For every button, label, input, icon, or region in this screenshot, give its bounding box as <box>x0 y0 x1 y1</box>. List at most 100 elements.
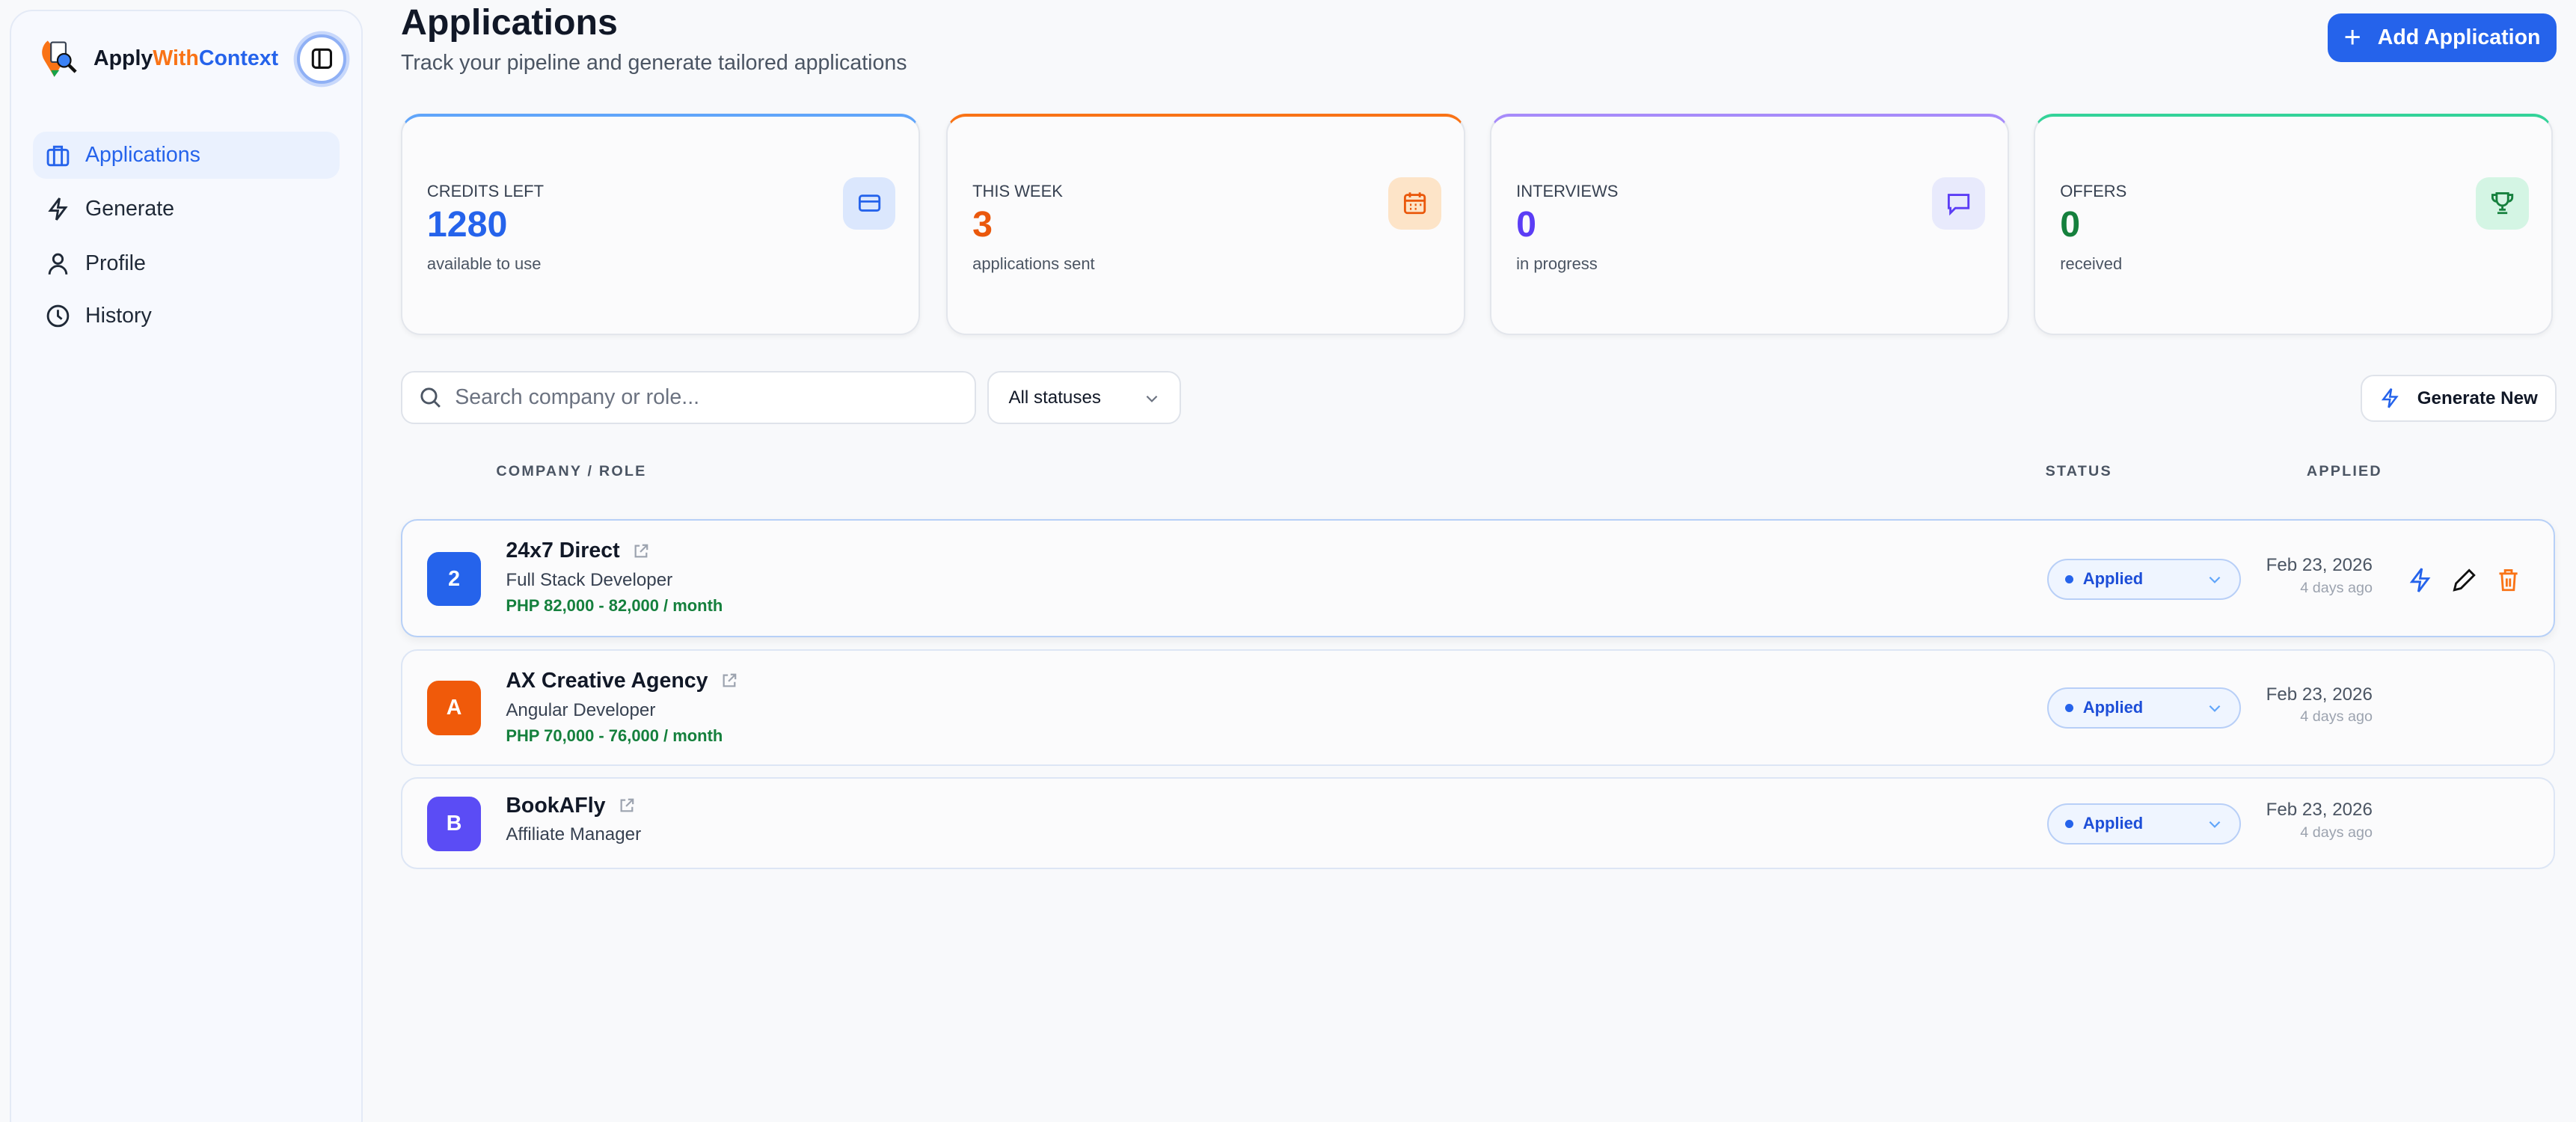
chevron-down-icon <box>2209 577 2221 583</box>
status-dot <box>2064 819 2073 828</box>
company-name[interactable]: 24x7 Direct <box>506 539 649 563</box>
avatar: A <box>426 681 482 735</box>
avatar: B <box>426 797 482 851</box>
table-row[interactable]: A AX Creative Agency Angular Developer P… <box>400 649 2555 766</box>
stat-card-offers: Offers 0 received <box>2034 113 2554 336</box>
status-filter-select[interactable]: All statuses <box>987 371 1182 424</box>
table-row[interactable]: 2 24x7 Direct Full Stack Developer PHP 8… <box>400 519 2555 638</box>
status-select[interactable]: Applied <box>2046 803 2241 844</box>
stat-card-this-week: This Week 3 applications sent <box>946 113 1466 336</box>
status-value: Applied <box>2082 814 2144 833</box>
status-select[interactable]: Applied <box>2046 687 2241 729</box>
bolt-icon <box>2382 388 2399 408</box>
search-icon <box>420 387 441 408</box>
stat-label: Credits Left <box>426 182 545 201</box>
sidebar-item-label: Applications <box>85 142 200 167</box>
trash-icon[interactable] <box>2495 567 2521 593</box>
sidebar-item-label: History <box>85 304 152 328</box>
brand-name: ApplyWithContext <box>93 46 278 71</box>
date-relative: 4 days ago <box>2300 708 2373 726</box>
role: Angular Developer <box>506 699 656 720</box>
sidebar-item-label: Generate <box>85 197 175 221</box>
applied-date: Feb 23, 2026 4 days ago <box>2266 800 2373 841</box>
date-value: Feb 23, 2026 <box>2266 555 2373 576</box>
logo-icon <box>41 40 77 78</box>
page-subtitle: Track your pipeline and generate tailore… <box>400 51 907 76</box>
chevron-down-icon <box>1146 395 1158 402</box>
stat-sub: available to use <box>426 254 542 274</box>
salary: PHP 70,000 - 76,000 / month <box>506 726 723 745</box>
sidebar-panel-icon <box>311 49 332 70</box>
brand-part: Context <box>198 46 279 71</box>
column-header-status: STATUS <box>2045 463 2112 480</box>
sidebar-toggle-button[interactable] <box>297 34 347 84</box>
status-value: Applied <box>2082 569 2144 589</box>
chevron-down-icon <box>2209 821 2221 829</box>
stat-value: 0 <box>2060 203 2081 245</box>
status-dot <box>2064 703 2073 712</box>
add-application-button[interactable]: + Add Application <box>2328 13 2557 63</box>
bolt-icon <box>48 197 68 221</box>
stat-sub: applications sent <box>972 254 1095 274</box>
search-field[interactable] <box>400 371 976 424</box>
credit-card-icon <box>843 177 896 230</box>
logo[interactable]: ApplyWithContext <box>41 37 278 80</box>
company-label: 24x7 Direct <box>506 539 620 563</box>
stat-sub: in progress <box>1516 254 1598 274</box>
stat-card-credits-left: Credits Left 1280 available to use <box>400 113 921 336</box>
row-actions <box>2407 567 2522 593</box>
brand-part: Apply <box>93 46 153 71</box>
salary: PHP 82,000 - 82,000 / month <box>506 596 723 616</box>
stat-sub: received <box>2060 254 2123 274</box>
status-value: Applied <box>2082 698 2144 717</box>
briefcase-icon <box>46 145 70 167</box>
role: Full Stack Developer <box>506 569 673 590</box>
table-row[interactable]: B BookAFly Affiliate Manager Applied Feb… <box>400 776 2555 869</box>
sidebar-item-generate[interactable]: Generate <box>33 186 340 233</box>
applied-date: Feb 23, 2026 4 days ago <box>2266 684 2373 726</box>
stat-label: This Week <box>972 182 1063 201</box>
company-name[interactable]: AX Creative Agency <box>506 669 737 693</box>
user-icon <box>48 253 68 275</box>
clock-icon <box>46 304 70 328</box>
sidebar-item-history[interactable]: History <box>33 292 340 340</box>
date-relative: 4 days ago <box>2300 824 2373 841</box>
trophy-icon <box>2476 177 2529 230</box>
calendar-icon <box>1388 177 1441 230</box>
sidebar: ApplyWithContext Applications Generate P… <box>10 10 364 1122</box>
generate-new-label: Generate New <box>2417 387 2538 408</box>
column-header-company: COMPANY / ROLE <box>496 463 647 480</box>
stat-label: Interviews <box>1516 182 1619 201</box>
stat-label: Offers <box>2060 182 2127 201</box>
status-filter-value: All statuses <box>1008 387 1101 408</box>
company-label: AX Creative Agency <box>506 668 708 693</box>
avatar: 2 <box>426 551 482 607</box>
sidebar-item-label: Profile <box>85 251 146 275</box>
pencil-icon[interactable] <box>2451 567 2477 593</box>
company-name[interactable]: BookAFly <box>506 794 635 818</box>
sidebar-item-profile[interactable]: Profile <box>33 239 340 287</box>
message-icon <box>1932 177 1985 230</box>
date-value: Feb 23, 2026 <box>2266 684 2373 705</box>
sidebar-item-applications[interactable]: Applications <box>32 131 340 180</box>
external-link-icon[interactable] <box>633 543 649 560</box>
external-link-icon[interactable] <box>721 672 737 689</box>
add-application-label: Add Application <box>2377 25 2541 49</box>
page-title: Applications <box>400 2 618 43</box>
brand-part: With <box>153 46 199 71</box>
stat-value: 3 <box>972 203 993 245</box>
company-label: BookAFly <box>506 793 606 818</box>
role: Affiliate Manager <box>506 824 642 845</box>
external-link-icon[interactable] <box>619 797 635 814</box>
stat-card-interviews: Interviews 0 in progress <box>1490 113 2010 336</box>
status-select[interactable]: Applied <box>2046 558 2241 600</box>
chevron-down-icon <box>2209 705 2221 713</box>
date-relative: 4 days ago <box>2300 579 2373 596</box>
bolt-icon[interactable] <box>2407 567 2433 593</box>
stat-value: 0 <box>1516 203 1537 245</box>
search-input[interactable] <box>455 385 948 411</box>
generate-new-button[interactable]: Generate New <box>2361 374 2557 423</box>
applied-date: Feb 23, 2026 4 days ago <box>2266 555 2373 596</box>
status-dot <box>2064 574 2073 583</box>
plus-icon: + <box>2343 21 2361 54</box>
